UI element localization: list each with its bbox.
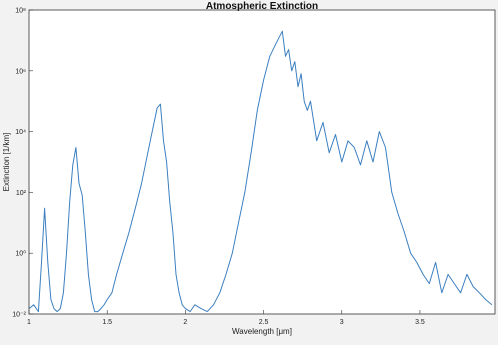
y-tick-label: 10²: [16, 190, 27, 197]
y-tick-label: 10⁰: [15, 250, 26, 258]
plot-area: [29, 10, 495, 314]
y-tick-label: 10⁴: [15, 129, 26, 136]
x-tick-label: 2.5: [259, 319, 269, 326]
x-tick-label: 3.5: [415, 319, 425, 326]
y-tick-label: 10⁻²: [12, 312, 26, 319]
x-tick-label: 1: [27, 319, 31, 326]
series-line: [28, 30, 493, 313]
y-tick-label: 10⁶: [15, 68, 26, 75]
y-tick-label: 10⁸: [15, 8, 26, 15]
y-axis-label: Extinction [1/km]: [2, 133, 11, 192]
chart-title: Atmospheric Extinction: [206, 1, 318, 12]
x-tick-label: 3: [340, 319, 344, 326]
plot-frame: [28, 9, 496, 315]
x-tick-label: 2: [183, 319, 187, 326]
x-tick-label: 1.5: [102, 319, 112, 326]
x-axis-label: Wavelength [μm]: [232, 327, 292, 336]
